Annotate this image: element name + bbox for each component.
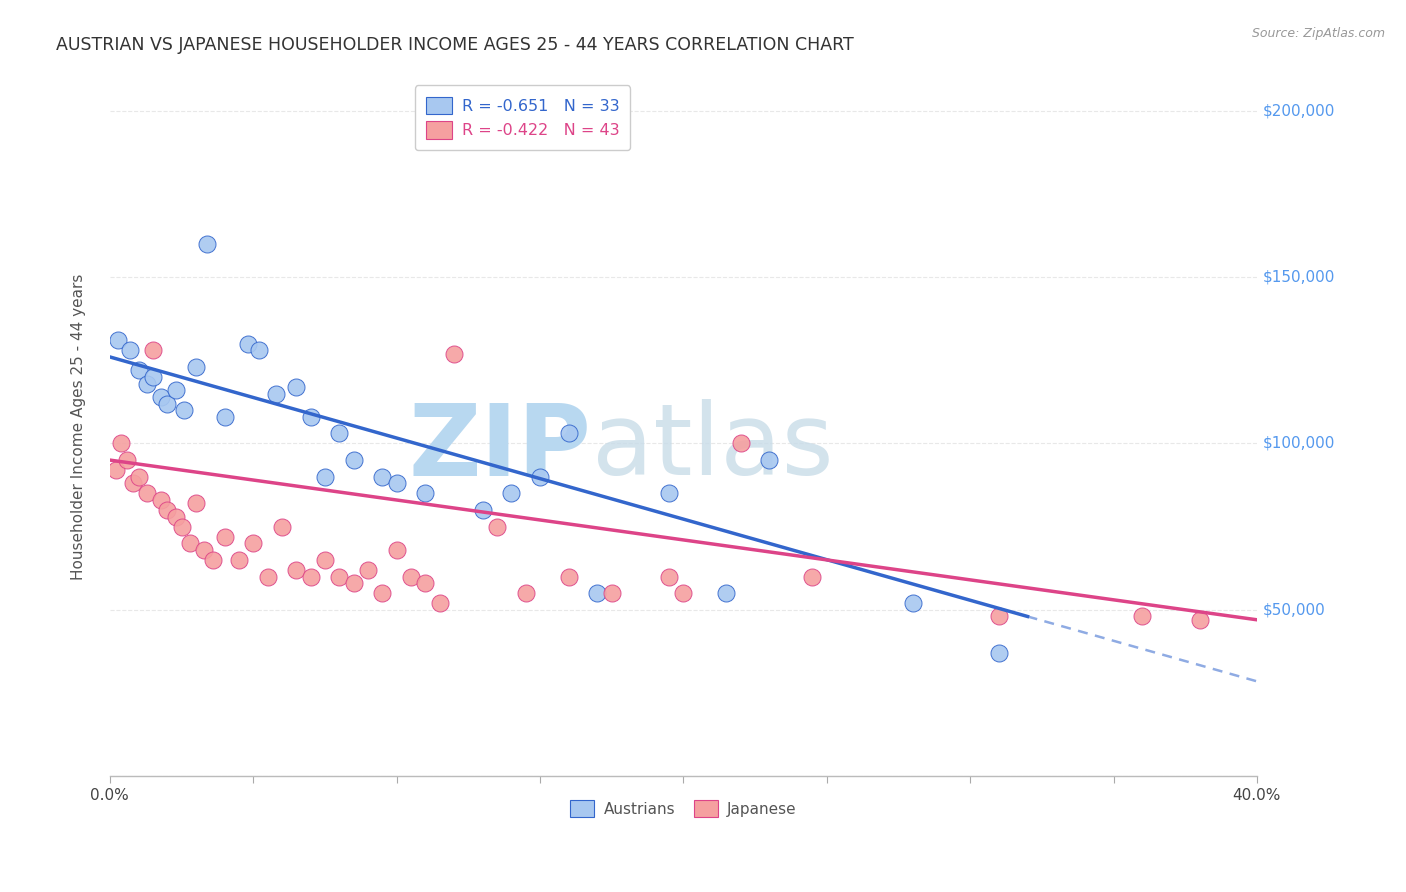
Point xyxy=(142,343,165,358)
Point xyxy=(179,536,201,550)
Point xyxy=(247,343,270,358)
Point xyxy=(110,436,132,450)
Point xyxy=(758,453,780,467)
Point xyxy=(271,519,294,533)
Point xyxy=(501,486,523,500)
Point xyxy=(342,453,364,467)
Point xyxy=(716,586,738,600)
Point xyxy=(485,519,508,533)
Point xyxy=(342,576,364,591)
Point xyxy=(385,542,408,557)
Point xyxy=(136,486,159,500)
Point xyxy=(136,376,159,391)
Text: atlas: atlas xyxy=(592,400,834,496)
Point xyxy=(557,569,579,583)
Point xyxy=(173,403,195,417)
Point xyxy=(184,496,207,510)
Point xyxy=(285,380,308,394)
Point xyxy=(314,469,336,483)
Text: $200,000: $200,000 xyxy=(1263,103,1336,119)
Point xyxy=(184,359,207,374)
Point xyxy=(672,586,695,600)
Point xyxy=(150,493,173,508)
Point xyxy=(195,236,218,251)
Point xyxy=(413,576,436,591)
Point xyxy=(142,370,165,384)
Text: $100,000: $100,000 xyxy=(1263,436,1336,451)
Point xyxy=(165,509,187,524)
Point xyxy=(730,436,752,450)
Point xyxy=(987,646,1010,660)
Text: Source: ZipAtlas.com: Source: ZipAtlas.com xyxy=(1251,27,1385,40)
Point xyxy=(128,363,150,377)
Point xyxy=(299,409,322,424)
Point xyxy=(118,343,141,358)
Point xyxy=(156,396,179,410)
Point xyxy=(256,569,278,583)
Point xyxy=(193,542,215,557)
Point xyxy=(242,536,264,550)
Point xyxy=(557,426,579,441)
Point xyxy=(658,486,681,500)
Text: $150,000: $150,000 xyxy=(1263,269,1336,285)
Point xyxy=(328,426,350,441)
Point xyxy=(529,469,551,483)
Point xyxy=(471,503,494,517)
Point xyxy=(314,553,336,567)
Point xyxy=(214,530,236,544)
Point xyxy=(264,386,287,401)
Text: $50,000: $50,000 xyxy=(1263,602,1326,617)
Point xyxy=(121,476,143,491)
Y-axis label: Householder Income Ages 25 - 44 years: Householder Income Ages 25 - 44 years xyxy=(72,274,86,580)
Point xyxy=(150,390,173,404)
Point xyxy=(399,569,422,583)
Point xyxy=(156,503,179,517)
Point xyxy=(299,569,322,583)
Legend: Austrians, Japanese: Austrians, Japanese xyxy=(562,792,804,824)
Point xyxy=(328,569,350,583)
Point xyxy=(443,346,465,360)
Point xyxy=(170,519,193,533)
Point xyxy=(1130,609,1153,624)
Point xyxy=(801,569,824,583)
Point xyxy=(357,563,380,577)
Point xyxy=(371,586,394,600)
Point xyxy=(987,609,1010,624)
Point xyxy=(600,586,623,600)
Point xyxy=(202,553,225,567)
Point xyxy=(228,553,250,567)
Point xyxy=(214,409,236,424)
Point xyxy=(658,569,681,583)
Point xyxy=(104,463,127,477)
Point xyxy=(107,333,129,347)
Point xyxy=(515,586,537,600)
Point xyxy=(901,596,924,610)
Point xyxy=(236,336,259,351)
Text: ZIP: ZIP xyxy=(409,400,592,496)
Point xyxy=(128,469,150,483)
Point xyxy=(1188,613,1211,627)
Point xyxy=(385,476,408,491)
Text: AUSTRIAN VS JAPANESE HOUSEHOLDER INCOME AGES 25 - 44 YEARS CORRELATION CHART: AUSTRIAN VS JAPANESE HOUSEHOLDER INCOME … xyxy=(56,36,853,54)
Point xyxy=(285,563,308,577)
Point xyxy=(413,486,436,500)
Point xyxy=(586,586,609,600)
Point xyxy=(165,383,187,397)
Point xyxy=(371,469,394,483)
Point xyxy=(115,453,138,467)
Point xyxy=(429,596,451,610)
